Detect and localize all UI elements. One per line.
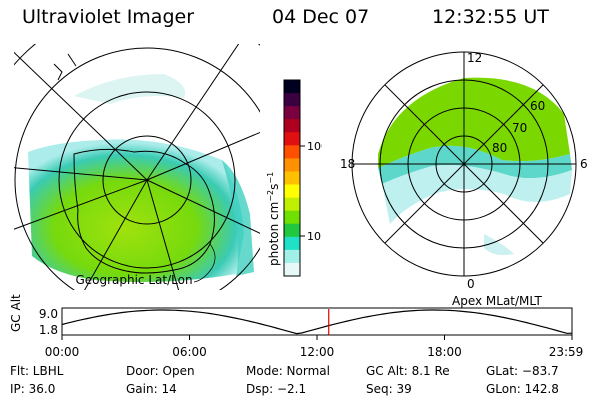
colorbar-unit: photon cm−2s−1 <box>266 172 281 266</box>
coastline <box>53 53 215 274</box>
status-door: Door: Open <box>126 364 195 378</box>
geographic-map: Geographic Lat/Lon <box>14 44 260 290</box>
date-label: 04 Dec 07 <box>272 6 370 28</box>
mlat-label-80: 80 <box>492 141 507 155</box>
colorbar-swatch <box>284 93 300 107</box>
colorbar-swatch <box>284 132 300 146</box>
orbit-frame <box>61 307 573 336</box>
mlat-grid <box>351 51 577 277</box>
orbit-xtick-label: 06:00 <box>172 345 207 359</box>
time-label: 12:32:55 UT <box>432 6 549 28</box>
status-gcalt: GC Alt: 8.1 Re <box>366 364 450 378</box>
graticule <box>14 44 260 290</box>
status-gain: Gain: 14 <box>126 382 177 396</box>
aurora-edge <box>222 160 254 276</box>
colorbar-swatch <box>284 80 300 94</box>
mlt-label-6: 6 <box>580 157 588 171</box>
colorbar-swatch <box>284 119 300 133</box>
orbit-xtick-label: 18:00 <box>427 345 462 359</box>
aurora-diffuse <box>382 165 572 224</box>
colorbar-swatch <box>284 262 300 277</box>
geographic-label: Geographic Lat/Lon <box>75 273 192 287</box>
colorbar-swatch <box>284 223 300 238</box>
status-mode: Mode: Normal <box>246 364 330 378</box>
apex-label: Apex MLat/MLT <box>452 294 542 308</box>
mlt-label-18: 18 <box>340 157 355 171</box>
colorbar-swatch <box>284 184 300 199</box>
status-glon: GLon: 142.8 <box>486 382 559 396</box>
mlt-label-12: 12 <box>467 51 482 65</box>
status-ip: IP: 36.0 <box>10 382 56 396</box>
colorbar-swatch <box>284 210 300 225</box>
colorbar: 100 10 photon cm−2s−1 <box>266 79 322 277</box>
orbit-xticks: 00:00 06:00 12:00 18:00 23:59 <box>45 335 584 359</box>
coastline-detail <box>193 243 216 283</box>
colorbar-swatch <box>284 236 300 251</box>
altitude-curve <box>61 309 573 335</box>
colorbar-swatch <box>284 249 300 264</box>
colorbar-swatch <box>284 106 300 120</box>
mlt-label-0: 0 <box>467 277 475 290</box>
colorbar-tick-10: 10 <box>307 230 321 243</box>
orbit-xtick-label: 12:00 <box>300 345 335 359</box>
status-dsp: Dsp: −2.1 <box>246 382 307 396</box>
aurora-emission <box>28 139 244 282</box>
colorbar-swatch <box>284 145 300 159</box>
colorbar-swatches <box>284 80 300 277</box>
mlat-label-70: 70 <box>512 121 527 135</box>
aurora-faint <box>74 74 186 104</box>
status-seq: Seq: 39 <box>366 382 412 396</box>
orbit-xtick-label: 23:59 <box>549 345 584 359</box>
status-glat: GLat: −83.7 <box>486 364 559 378</box>
status-flt: Flt: LBHL <box>10 364 64 378</box>
orbit-xtick-label: 00:00 <box>45 345 80 359</box>
colorbar-swatch <box>284 158 300 172</box>
colorbar-swatch <box>284 171 300 186</box>
instrument-title: Ultraviolet Imager <box>22 6 195 28</box>
aurora-oval-fringe <box>378 145 572 184</box>
orbit-altitude-plot: Apex MLat/MLT GC Alt 9.0 1.8 00:00 06:00 1… <box>9 294 584 359</box>
orbit-axis-title: GC Alt <box>9 294 23 332</box>
orbit-ytick-top: 9.0 <box>39 307 58 321</box>
magnetic-map: 12 18 6 0 60 70 80 <box>340 51 588 290</box>
colorbar-tick-100: 100 <box>307 140 322 153</box>
aurora-oval <box>378 77 570 168</box>
aurora-patch <box>484 234 514 256</box>
colorbar-swatch <box>284 197 300 212</box>
orbit-ytick-bottom: 1.8 <box>39 323 58 337</box>
mlat-label-60: 60 <box>530 99 545 113</box>
